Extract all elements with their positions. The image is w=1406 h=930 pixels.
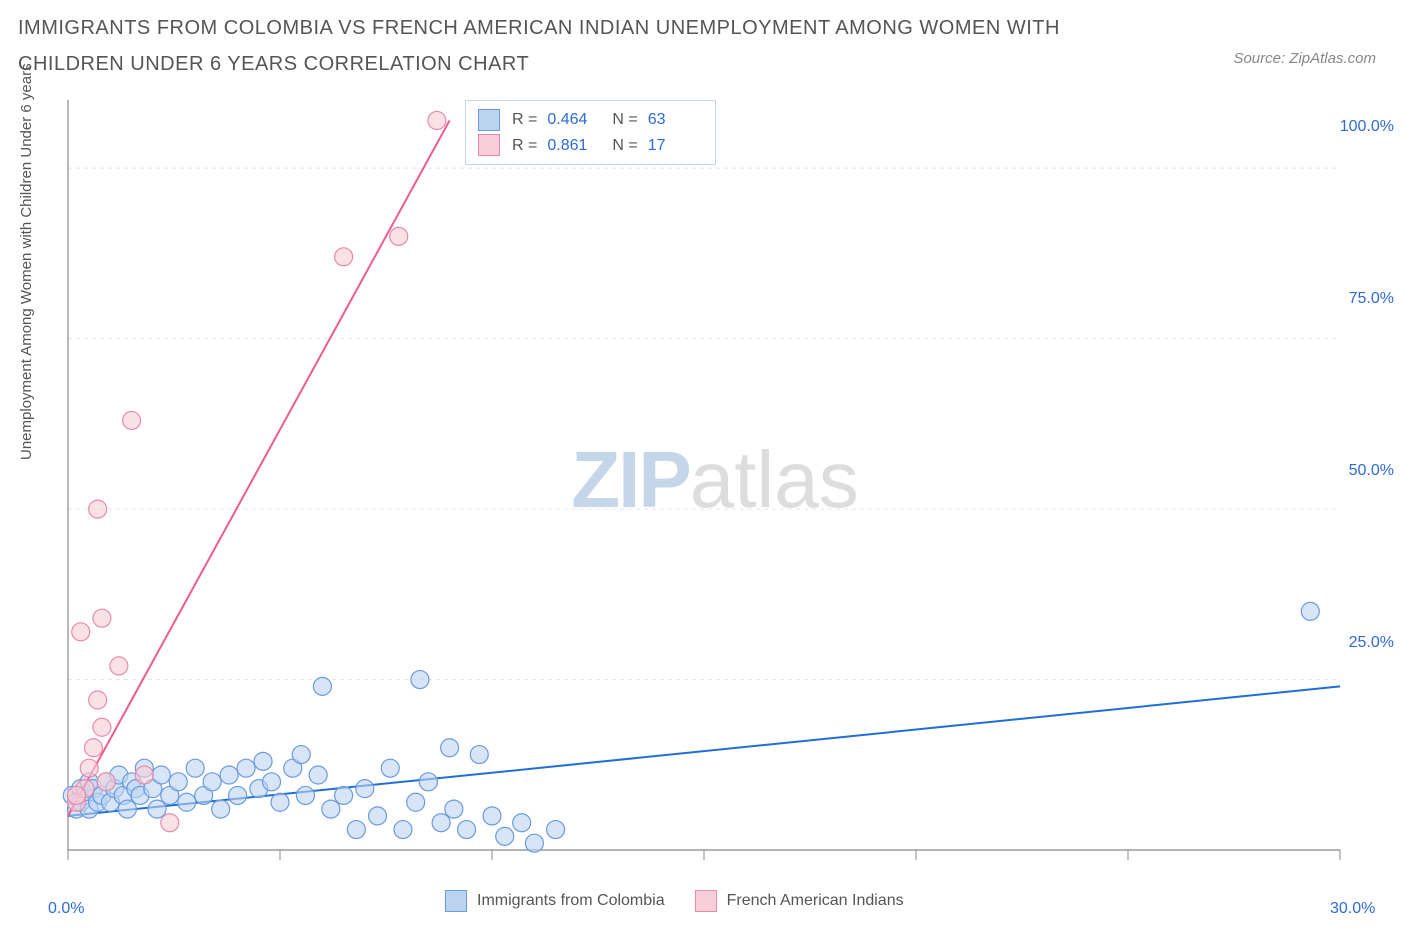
x-tick-0: 0.0% (48, 900, 84, 918)
x-tick-30: 30.0% (1330, 900, 1375, 918)
y-tick-50: 50.0% (1349, 462, 1394, 480)
n-label: N = (612, 133, 637, 159)
swatch-icon (478, 109, 500, 131)
legend-label: French American Indians (727, 892, 904, 910)
n-label: N = (612, 107, 637, 133)
swatch-icon (695, 890, 717, 912)
n-value: 63 (648, 107, 703, 133)
r-label: R = (512, 133, 537, 159)
legend-item-0: Immigrants from Colombia (445, 890, 665, 912)
chart-title: IMMIGRANTS FROM COLOMBIA VS FRENCH AMERI… (18, 10, 1098, 82)
source-label: Source: ZipAtlas.com (1233, 50, 1376, 67)
y-tick-100: 100.0% (1340, 118, 1394, 136)
y-tick-25: 25.0% (1349, 634, 1394, 652)
legend-series: Immigrants from Colombia French American… (445, 890, 904, 912)
legend-correlation: R = 0.464 N = 63 R = 0.861 N = 17 (465, 100, 716, 165)
plot-area: ZIPatlas (60, 95, 1370, 865)
n-value: 17 (648, 133, 703, 159)
chart-svg (60, 95, 1370, 865)
y-tick-75: 75.0% (1349, 290, 1394, 308)
legend-label: Immigrants from Colombia (477, 892, 665, 910)
r-value: 0.464 (547, 107, 602, 133)
swatch-icon (478, 134, 500, 156)
legend-item-1: French American Indians (695, 890, 904, 912)
y-axis-label: Unemployment Among Women with Children U… (18, 63, 35, 460)
legend-row-0: R = 0.464 N = 63 (478, 107, 703, 133)
swatch-icon (445, 890, 467, 912)
r-value: 0.861 (547, 133, 602, 159)
r-label: R = (512, 107, 537, 133)
legend-row-1: R = 0.861 N = 17 (478, 133, 703, 159)
